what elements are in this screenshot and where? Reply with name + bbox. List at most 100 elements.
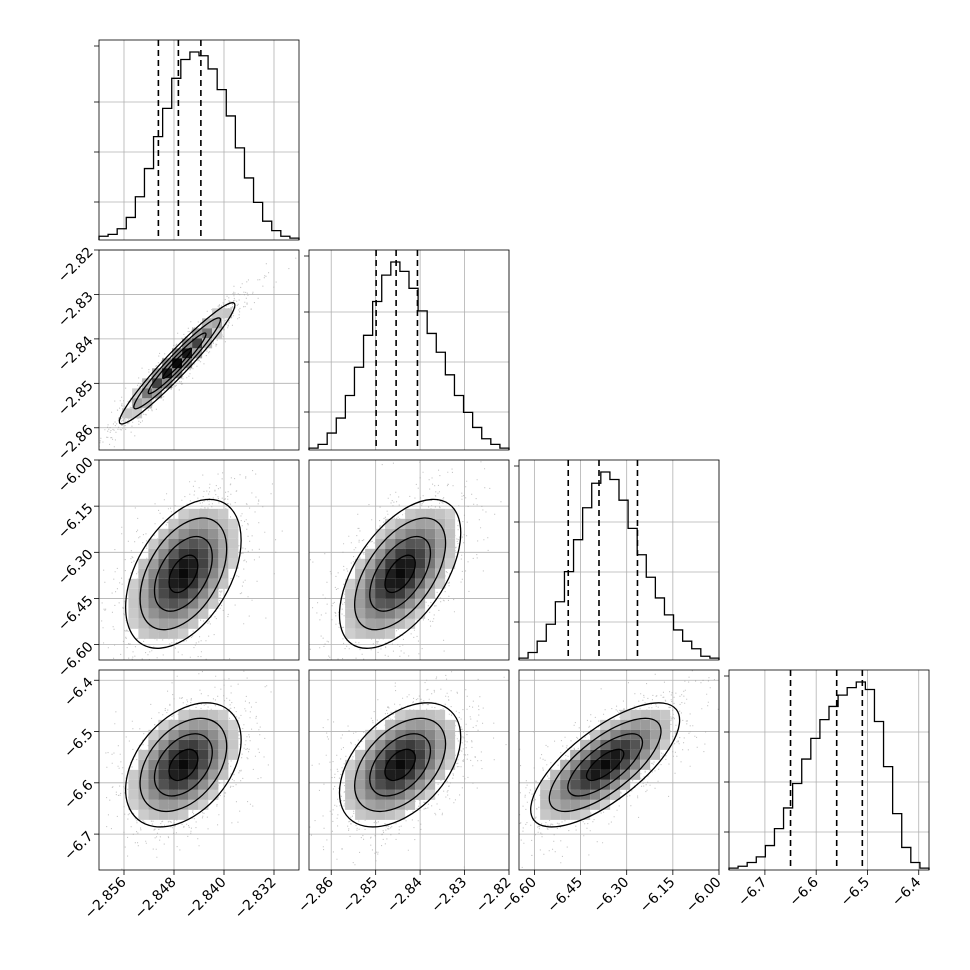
density-cell [435,749,446,760]
density-cell [415,598,426,609]
density-cell [178,729,189,740]
density-cell [425,709,436,720]
density-cell [560,789,571,800]
density-cell [138,628,149,639]
x-tick-label: −6.5 [838,874,873,909]
density-cell [660,719,671,730]
density-cell [138,618,149,629]
density-cell [640,749,651,760]
density-cell [600,769,611,780]
density-cell [600,739,611,750]
density-cell [208,789,219,800]
density-cell [355,799,366,810]
density-cell [178,779,189,790]
density-cell [178,528,189,539]
density-cell [222,308,233,319]
panel-frame [518,459,720,661]
density-cell [188,518,199,529]
y-tick-label: −6.60 [55,639,97,681]
density-cell [600,779,611,790]
density-cell [435,568,446,579]
density-cell [385,739,396,750]
density-cell [425,719,436,730]
density-cell [218,558,229,569]
density-cell [208,578,219,589]
density-cell [630,739,641,750]
density-cell [198,749,209,760]
density-cell [375,608,386,619]
density-cell [375,759,386,770]
density-cell [395,799,406,810]
density-cell [178,739,189,750]
density-cell [560,759,571,770]
density-cell [405,538,416,549]
density-cell [345,618,356,629]
density-cell [425,779,436,790]
density-cell [218,568,229,579]
density-cell [168,729,179,740]
density-cell [640,739,651,750]
density-cell [405,719,416,730]
density-cell [128,578,139,589]
density-cell [198,568,209,579]
density-cell [445,739,456,750]
density-cell [178,809,189,820]
density-cell [355,779,366,790]
density-cell [138,809,149,820]
density-cell [640,709,651,720]
density-cell [168,789,179,800]
density-cell [590,759,601,770]
density-cell [138,578,149,589]
density-cell [218,709,229,720]
density-cell [148,598,159,609]
density-cell [365,598,376,609]
density-cell [208,528,219,539]
density-cell [218,518,229,529]
histogram-step-3 [728,681,930,870]
density-cell [385,588,396,599]
density-cell [128,769,139,780]
contour-line [124,498,242,649]
contour-line [530,702,681,828]
density-cell [550,789,561,800]
density-cell [178,749,189,760]
density-cell [395,759,406,770]
density-cell [138,558,149,569]
contour-line [548,717,662,813]
x-tick-label: −6.7 [735,874,770,909]
density-cell [395,548,406,559]
density-cell [178,799,189,810]
density-cell [158,568,169,579]
density-cell [375,729,386,740]
density-cell [198,769,209,780]
density-cell [590,729,601,740]
density-cell [218,739,229,750]
density-cell [188,749,199,760]
density-cell [168,769,179,780]
density-cell [228,538,239,549]
density-cell [188,759,199,770]
density-cell [188,508,199,519]
density-cell [168,809,179,820]
density-cell [435,558,446,569]
density-cell [132,408,143,419]
density-cell [550,799,561,810]
density-cell [198,709,209,720]
density-cell [158,789,169,800]
x-tick-label: −6.00 [683,874,725,916]
density-cell [218,729,229,740]
density-cell [630,759,641,770]
density-cell [158,628,169,639]
density-cell [365,759,376,770]
contour-line [384,554,416,594]
density-cell [148,769,159,780]
density-cell [158,749,169,760]
density-cell [395,769,406,780]
density-cell [610,719,621,730]
density-cell [158,769,169,780]
density-cell [355,578,366,589]
density-cell [560,779,571,790]
density-cell [580,749,591,760]
density-cell [138,769,149,780]
density-cell [162,358,173,369]
